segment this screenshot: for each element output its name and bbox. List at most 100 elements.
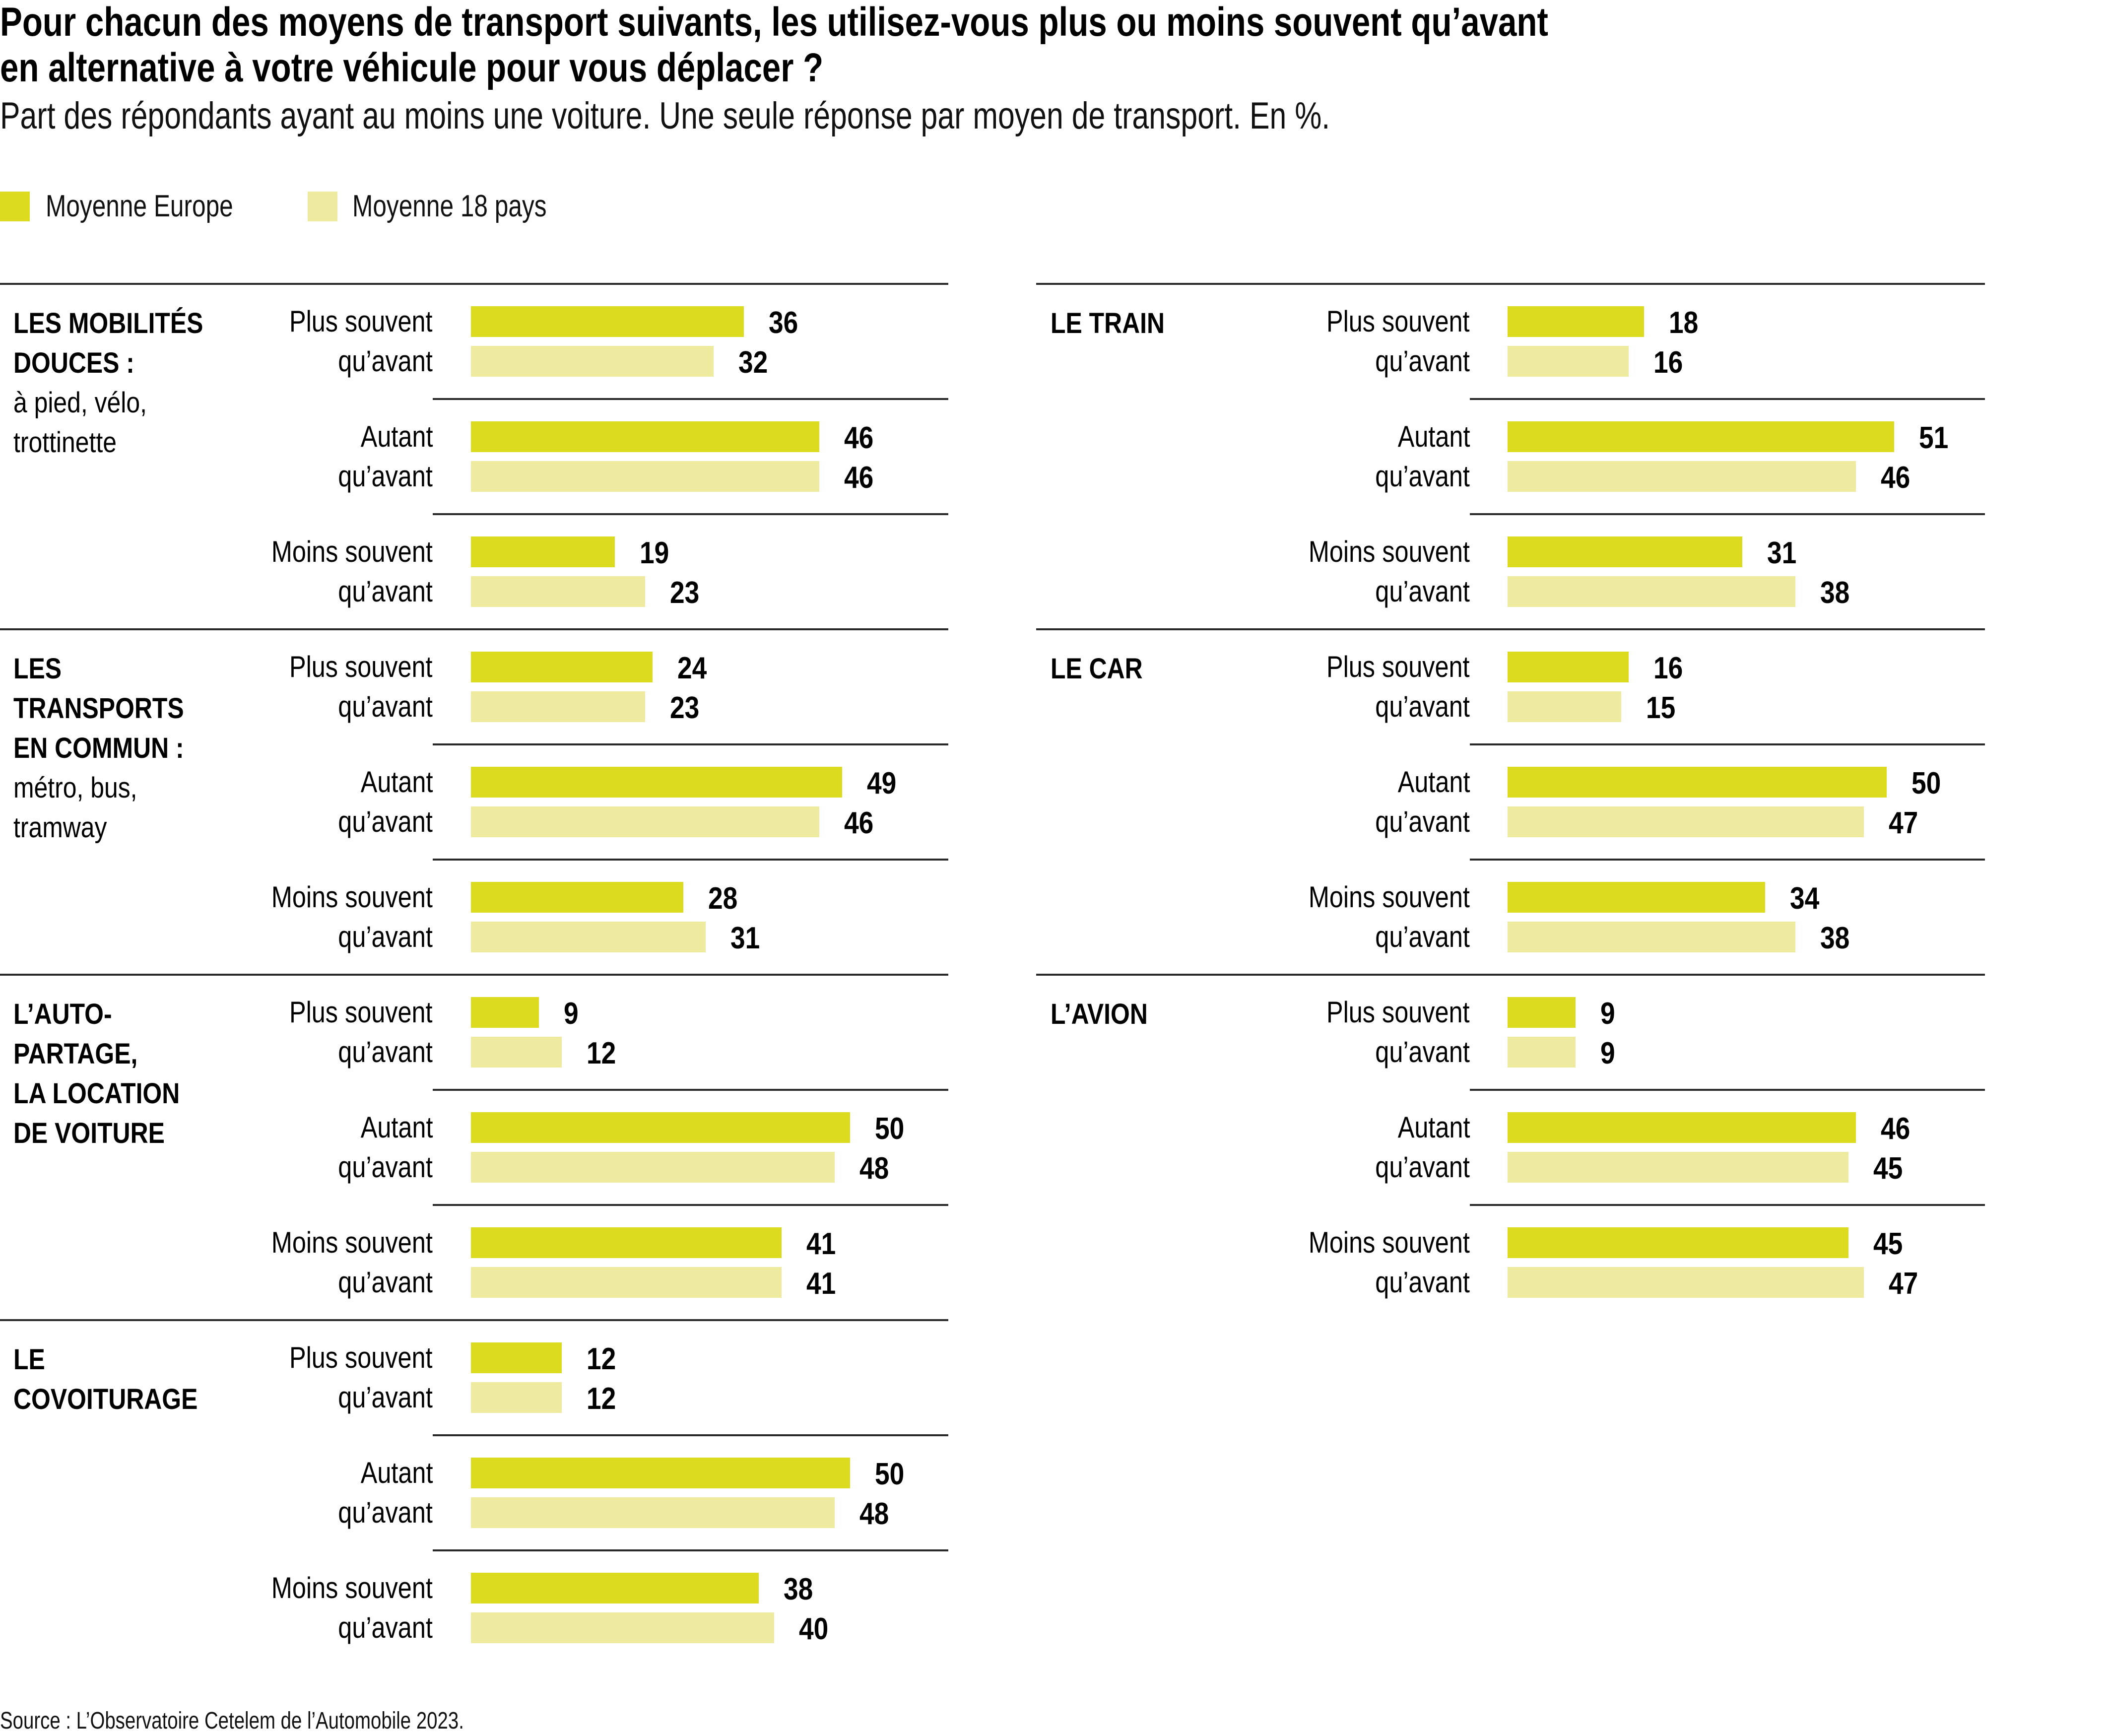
bar-18-pays-plus-souvent <box>471 346 714 377</box>
value-label-18-pays: 40 <box>798 1612 829 1646</box>
bar-europe-plus-souvent <box>1508 652 1629 682</box>
row-label-autant: Autant <box>360 1456 433 1489</box>
bar-europe-autant <box>471 1112 850 1143</box>
row-label-autant-cont: qu’avant <box>1375 460 1470 493</box>
bar-europe-autant <box>471 421 820 452</box>
bar-europe-moins-souvent <box>471 1227 782 1258</box>
category-title-line: LE <box>13 1343 45 1376</box>
bar-18-pays-moins-souvent <box>471 576 646 607</box>
row-label-autant: Autant <box>1397 1111 1470 1144</box>
value-label-18-pays: 31 <box>730 921 760 955</box>
value-label-europe: 34 <box>1790 881 1820 916</box>
row-divider <box>1470 513 1985 515</box>
value-label-18-pays: 12 <box>587 1382 616 1416</box>
row-divider <box>433 859 948 861</box>
value-label-18-pays: 12 <box>587 1036 616 1070</box>
row-label-autant-cont: qu’avant <box>1375 805 1470 838</box>
row-label-plus-souvent-cont: qu’avant <box>1375 344 1470 378</box>
row-divider <box>433 398 948 400</box>
bar-18-pays-moins-souvent <box>1508 576 1796 607</box>
section-divider <box>0 1319 948 1321</box>
bar-europe-autant <box>1508 1112 1856 1143</box>
value-label-europe: 18 <box>1668 306 1699 340</box>
row-label-plus-souvent-cont: qu’avant <box>1375 1035 1470 1068</box>
value-label-europe: 24 <box>677 651 707 685</box>
row-divider <box>433 1089 948 1091</box>
bar-europe-plus-souvent <box>471 306 744 337</box>
value-label-18-pays: 15 <box>1646 691 1676 725</box>
row-label-autant: Autant <box>360 765 433 799</box>
bar-europe-plus-souvent <box>471 997 539 1028</box>
value-label-18-pays: 23 <box>670 576 700 610</box>
value-label-18-pays: 46 <box>844 461 874 495</box>
section-divider <box>0 283 948 285</box>
row-divider <box>433 1549 948 1551</box>
bar-europe-plus-souvent <box>471 1342 562 1373</box>
value-label-europe: 45 <box>1873 1227 1903 1261</box>
row-label-moins-souvent: Moins souvent <box>1309 535 1470 568</box>
bar-18-pays-moins-souvent <box>471 922 706 952</box>
row-label-plus-souvent: Plus souvent <box>1326 305 1470 338</box>
section-divider <box>0 974 948 976</box>
row-label-moins-souvent-cont: qu’avant <box>1375 1266 1470 1299</box>
value-label-18-pays: 48 <box>859 1497 889 1531</box>
value-label-europe: 50 <box>874 1112 904 1146</box>
row-label-autant: Autant <box>360 420 433 453</box>
bar-europe-moins-souvent <box>1508 1227 1849 1258</box>
value-label-18-pays: 46 <box>1881 461 1911 495</box>
bar-europe-moins-souvent <box>471 882 683 913</box>
row-label-plus-souvent-cont: qu’avant <box>338 1035 433 1068</box>
row-label-autant-cont: qu’avant <box>338 805 433 838</box>
bar-18-pays-plus-souvent <box>471 1037 562 1068</box>
section-divider <box>1036 974 1985 976</box>
bar-europe-plus-souvent <box>1508 997 1576 1028</box>
bar-18-pays-moins-souvent <box>1508 1267 1864 1298</box>
bar-europe-autant <box>471 767 843 798</box>
category-title-line: LE TRAIN <box>1051 307 1165 339</box>
row-label-moins-souvent-cont: qu’avant <box>338 1266 433 1299</box>
row-divider <box>1470 859 1985 861</box>
value-label-europe: 12 <box>587 1342 616 1376</box>
category-title: LE TRAIN <box>1051 304 1165 343</box>
row-label-autant-cont: qu’avant <box>1375 1150 1470 1184</box>
row-label-plus-souvent: Plus souvent <box>1326 650 1470 683</box>
row-divider <box>1470 398 1985 400</box>
legend-swatch-18-pays <box>308 192 337 221</box>
value-label-europe: 49 <box>867 766 897 801</box>
category-title-line: COVOITURAGE <box>13 1383 198 1415</box>
row-label-autant: Autant <box>360 1111 433 1144</box>
row-label-plus-souvent: Plus souvent <box>1326 996 1470 1029</box>
bar-europe-moins-souvent <box>1508 882 1766 913</box>
value-label-18-pays: 45 <box>1873 1151 1903 1186</box>
category-subtitle-line: trottinette <box>13 426 117 459</box>
value-label-18-pays: 48 <box>859 1151 889 1186</box>
category-title: LES TRANSPORTS EN COMMUN : métro, bus, tramw… <box>13 649 184 848</box>
category-title-line: LES <box>13 653 62 685</box>
legend-label-europe: Moyenne Europe <box>46 189 233 223</box>
bar-18-pays-autant <box>471 461 820 492</box>
row-label-plus-souvent-cont: qu’avant <box>1375 690 1470 723</box>
category-title-line: LA LOCATION <box>13 1077 180 1110</box>
category-title-line: TRANSPORTS <box>13 692 184 725</box>
row-label-moins-souvent-cont: qu’avant <box>1375 920 1470 953</box>
row-label-moins-souvent: Moins souvent <box>271 880 433 914</box>
bar-18-pays-plus-souvent <box>1508 1037 1576 1068</box>
row-divider <box>433 1434 948 1436</box>
value-label-18-pays: 38 <box>1820 576 1850 610</box>
row-label-autant-cont: qu’avant <box>338 1496 433 1529</box>
row-label-autant: Autant <box>1397 420 1470 453</box>
row-label-moins-souvent: Moins souvent <box>271 535 433 568</box>
value-label-18-pays: 16 <box>1653 345 1683 380</box>
value-label-europe: 46 <box>844 421 874 455</box>
value-label-europe: 50 <box>1911 766 1941 801</box>
category-title: LE COVOITURAGE <box>13 1340 198 1419</box>
row-label-moins-souvent: Moins souvent <box>1309 880 1470 914</box>
value-label-18-pays: 41 <box>806 1267 836 1301</box>
row-label-plus-souvent-cont: qu’avant <box>338 1381 433 1414</box>
bar-18-pays-autant <box>471 806 820 837</box>
row-divider <box>433 743 948 745</box>
row-divider <box>433 1204 948 1206</box>
category-title-line: L’AUTO- <box>13 998 112 1030</box>
bar-18-pays-moins-souvent <box>471 1267 782 1298</box>
row-divider <box>1470 743 1985 745</box>
